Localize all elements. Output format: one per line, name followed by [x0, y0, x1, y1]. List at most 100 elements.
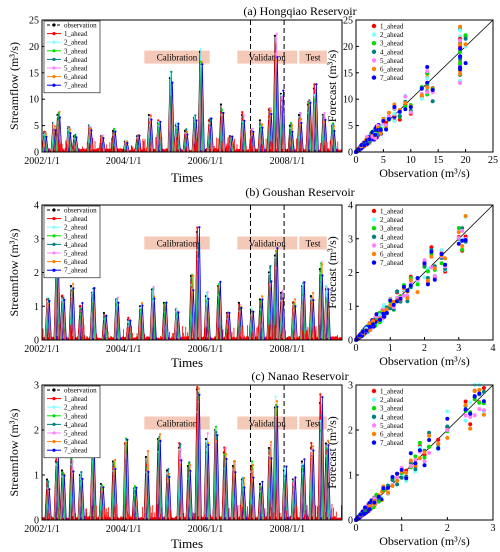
point-5_ahead — [401, 293, 406, 298]
legend-marker-3_ahead — [371, 406, 377, 411]
legend-marker-4_ahead — [52, 422, 56, 426]
series-5_ahead-point — [206, 291, 209, 294]
point-6_ahead — [472, 389, 477, 394]
legend-marker-7_ahead — [52, 448, 56, 452]
series-2_ahead-point — [274, 395, 277, 398]
series-7_ahead-point — [252, 476, 255, 479]
point-7_ahead — [458, 46, 463, 51]
series-7_ahead-point — [150, 118, 153, 121]
legend-marker-6_ahead — [371, 251, 377, 257]
point-7_ahead — [429, 249, 434, 254]
legend-label-3_ahead: 3_ahead — [64, 47, 88, 55]
y-tick-label: 5 — [34, 121, 39, 132]
legend-marker-7_ahead — [371, 75, 377, 80]
point-3_ahead — [456, 226, 461, 230]
series-7_ahead-point — [48, 299, 51, 303]
point-7_ahead — [378, 317, 382, 322]
series-1_ahead-point — [208, 119, 211, 122]
series-7_ahead-point — [207, 297, 210, 300]
series-7_ahead-point — [276, 247, 279, 250]
point-6_ahead — [422, 450, 427, 455]
legend: 1_ahead2_ahead3_ahead4_ahead5_ahead6_ahe… — [371, 23, 404, 82]
point-4_ahead — [388, 306, 393, 311]
legend-label-7_ahead: 7_ahead — [64, 267, 88, 275]
series-observation-point — [258, 119, 262, 122]
series-6_ahead-point — [332, 125, 336, 128]
point-6_ahead — [463, 403, 468, 407]
point-6_ahead — [404, 470, 409, 475]
series-7_ahead-point — [126, 438, 129, 441]
series-5_ahead-point — [251, 127, 254, 130]
series-2_ahead-point — [175, 122, 178, 125]
series-3_ahead-point — [133, 485, 137, 488]
x-tick-label: 2004/1/1 — [106, 156, 142, 167]
x-tick-label: 2004/1/1 — [106, 344, 142, 355]
point-7_ahead — [463, 238, 468, 243]
y-axis-label: Streamflow (m³/s) — [7, 42, 21, 130]
series-7_ahead-point — [117, 301, 120, 304]
nanao-scatter: 0 1 2 3 0 1 2 3 Observation (m³/s) Forecast (m³/s… — [325, 381, 496, 549]
point-6_ahead — [395, 478, 400, 483]
x-tick-label: 20 — [461, 155, 471, 166]
series-6_ahead-point — [197, 387, 201, 390]
y-tick-label: 2 — [34, 426, 39, 437]
point-6_ahead — [436, 441, 441, 446]
x-tick-label: 15 — [433, 155, 443, 166]
y-tick-label: 25 — [29, 16, 39, 27]
y-tick-label: 1 — [34, 302, 39, 313]
series-observation-point — [309, 295, 313, 298]
point-5_ahead — [408, 110, 413, 115]
series-3_ahead-point — [217, 282, 221, 285]
series-1_ahead-point — [196, 226, 199, 229]
y-tick-label: 25 — [343, 16, 353, 27]
series-7_ahead-point — [303, 281, 306, 284]
y-tick-label: 4 — [348, 201, 353, 212]
series-1_ahead-point — [157, 119, 160, 122]
point-3_ahead — [477, 400, 482, 405]
y-tick-label: 2 — [348, 268, 353, 279]
series-6_ahead-point — [44, 132, 48, 135]
legend-marker-6_ahead — [371, 66, 377, 72]
series-6_ahead-point — [188, 463, 192, 466]
point-6_ahead — [463, 214, 468, 218]
point-6_ahead — [386, 490, 390, 495]
point-5_ahead — [413, 458, 418, 462]
series-4_ahead-point — [269, 265, 272, 268]
point-3_ahead — [460, 247, 465, 252]
series-1_ahead-point — [238, 303, 241, 306]
point-4_ahead — [405, 299, 410, 304]
point-7_ahead — [395, 471, 400, 476]
legend-marker-6_ahead — [52, 260, 56, 264]
point-6_ahead — [463, 42, 468, 47]
legend-label-7_ahead: 7_ahead — [380, 439, 404, 447]
point-2_ahead — [468, 400, 473, 405]
x-tick-label: 3 — [491, 523, 496, 534]
series-7_ahead-point — [303, 458, 306, 461]
point-7_ahead — [468, 411, 473, 416]
y-tick-label: 5 — [348, 121, 353, 132]
point-7_ahead — [363, 505, 368, 510]
series-observation-point — [273, 254, 277, 257]
point-4_ahead — [413, 467, 418, 472]
series-5_ahead-point — [116, 296, 119, 299]
point-6_ahead — [405, 296, 410, 301]
point-6_ahead — [390, 484, 395, 488]
series-7_ahead-point — [48, 488, 51, 491]
point-7_ahead — [371, 322, 376, 327]
series-7_ahead-point — [58, 116, 62, 119]
point-7_ahead — [443, 262, 448, 267]
legend-marker-3_ahead — [371, 41, 377, 46]
validation-label-bg — [237, 50, 298, 64]
legend-label-2_ahead: 2_ahead — [380, 31, 404, 39]
series-7_ahead-point — [324, 118, 327, 121]
series-3_ahead-point — [61, 471, 65, 474]
point-5_ahead — [408, 463, 413, 468]
series-7_ahead-point — [261, 126, 264, 129]
series-2_ahead-point — [283, 467, 286, 470]
point-6_ahead — [460, 244, 465, 248]
series-6_ahead-point — [140, 302, 144, 305]
point-7_ahead — [384, 311, 389, 315]
point-7_ahead — [403, 107, 408, 112]
series-7_ahead-point — [243, 486, 246, 489]
